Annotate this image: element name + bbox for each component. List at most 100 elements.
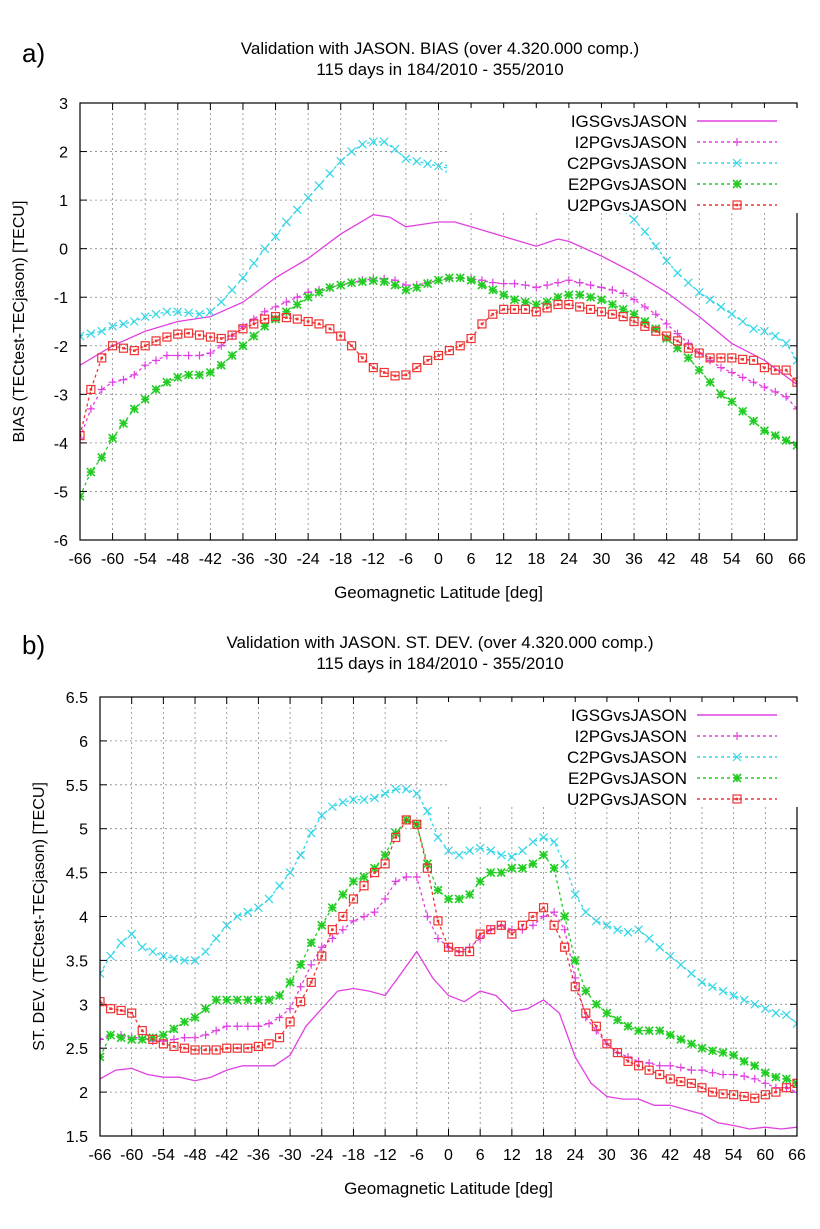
data-point [618,312,628,322]
data-point [281,217,291,227]
data-point-dot [198,333,201,337]
data-point [665,1030,675,1040]
data-point-dot [426,866,429,870]
data-point [253,995,263,1005]
data-point [705,353,715,363]
data-point [507,863,517,873]
data-point-dot [665,334,668,338]
data-point [105,1030,116,1040]
data-point-dot [654,329,658,333]
data-point [336,156,346,166]
data-point [105,1004,116,1014]
data-point [358,139,367,149]
data-point-dot [448,349,451,352]
y-tick-label: 4 [79,910,88,927]
data-point-dot [214,1048,218,1052]
data-point [749,378,758,387]
data-point [423,159,433,169]
data-point [264,894,274,904]
data-point [169,1024,179,1034]
data-point-dot [246,1046,250,1050]
data-point [129,346,139,356]
data-point [108,378,117,387]
data-point [528,837,538,847]
data-point [781,435,791,446]
legend-label: U2PGvsJASON [567,790,687,809]
data-point [97,353,107,363]
x-tick-label: 24 [566,1147,584,1164]
x-tick-label: -24 [310,1147,333,1164]
data-point-dot [109,1007,112,1010]
data-point [748,416,759,426]
legend-marker-dot [735,203,739,207]
data-point [286,1004,295,1013]
data-point [708,982,717,992]
data-point [380,859,390,869]
data-point [380,789,390,799]
x-tick-label: -60 [101,551,124,568]
data-point [718,1048,728,1058]
data-point [433,833,443,842]
data-point [496,850,506,860]
data-point [317,811,327,820]
data-point-dot [534,310,538,314]
data-point [531,299,541,310]
data-point [718,986,728,996]
y-tick-label: -1 [54,290,68,307]
y-tick-label: -5 [54,484,68,501]
data-point [173,329,183,339]
data-point [292,314,302,324]
data-point-dot [119,1009,123,1012]
data-point-dot [730,356,734,360]
x-tick-label: 18 [527,551,545,568]
data-point [517,863,527,873]
data-point [729,1050,739,1060]
data-point [662,256,672,266]
data-point [338,889,348,900]
series-line [100,876,797,1093]
data-point-dot [700,1086,704,1090]
data-point [507,852,517,862]
y-tick-label: 0 [59,242,68,259]
data-point-dot [658,1073,662,1076]
series-U2PGvsJASON [80,299,797,441]
data-point [336,331,346,341]
data-point [475,843,485,853]
data-point [97,326,107,336]
data-point [106,951,115,961]
data-point [607,309,617,319]
x-tick-label: -54 [152,1147,175,1164]
data-point-dot [328,327,332,331]
x-tick-label: -48 [183,1147,206,1164]
data-point-dot [426,359,429,362]
data-point [655,942,665,952]
data-point [707,1087,718,1097]
data-point [729,1070,738,1079]
data-point-dot [524,308,527,311]
data-point [665,951,675,961]
x-tick-label: -36 [247,1147,270,1164]
data-point [314,287,324,297]
data-point [179,1017,190,1027]
data-point [433,934,442,943]
data-point-dot [176,332,180,336]
data-point-dot [795,1082,797,1085]
legend-bg [447,108,807,129]
data-point-dot [457,950,461,953]
legend: IGSGvsJASON I2PGvsJASON C2PGvsJASON E2PGvsJ… [447,702,807,809]
data-point [781,338,791,348]
data-point [80,434,84,443]
data-point [243,907,253,917]
data-point [771,1087,781,1097]
data-point [782,392,791,401]
data-point-dot [111,344,114,348]
data-point-dot [721,1092,725,1096]
data-point [640,321,650,331]
y-axis-label: BIAS (TECtest-TECjason) [TECU] [11,201,28,443]
data-point [412,819,422,829]
legend-marker [732,794,742,804]
series-IGSGvsJASON [100,950,797,1130]
legend-bg [447,765,807,786]
series-IGSGvsJASON [80,214,797,386]
data-point [729,1090,739,1100]
